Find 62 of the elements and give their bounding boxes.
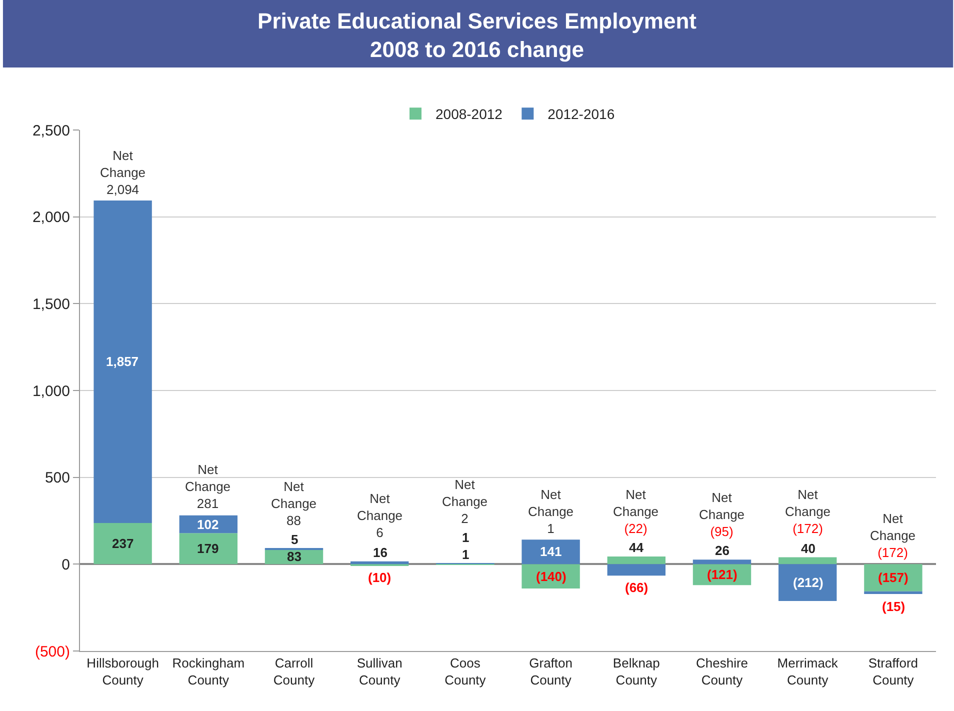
x-tick-label: Coos County [444, 656, 486, 688]
data-label: (121) [707, 567, 738, 582]
y-tick-label: (500) [34, 643, 70, 660]
y-tick-label: 2,500 [32, 122, 70, 140]
data-label: (212) [793, 575, 824, 590]
bar [692, 560, 752, 564]
data-label: 5 [291, 532, 298, 547]
total-label: Net Change (172) [785, 487, 831, 536]
bar [778, 564, 837, 601]
total-label: Net Change 281 [185, 462, 231, 511]
total-label: Net Change 2,094 [100, 148, 146, 197]
x-tick-label: Carroll County [273, 656, 316, 688]
x-tick-label: Merrimack County [777, 656, 838, 688]
x-tick-label: Strafford County [868, 656, 918, 688]
data-label: 179 [197, 541, 219, 556]
legend-label: 2012-2016 [548, 106, 615, 122]
bar [522, 540, 580, 564]
total-label: Net Change 2 [442, 477, 488, 526]
bar [864, 591, 922, 594]
data-label: 16 [373, 545, 388, 560]
total-label: Net Change (95) [699, 490, 745, 539]
bar [94, 200, 152, 524]
legend-label: 2008-2012 [436, 106, 503, 122]
bar [179, 533, 238, 564]
x-tick-label: Sullivan County [356, 656, 402, 688]
x-tick-label: Grafton County [529, 656, 572, 688]
x-tick-label: Rockingham County [172, 656, 245, 688]
data-label: 1,857 [106, 354, 139, 369]
data-label: 237 [112, 536, 134, 551]
total-label: Net Change (172) [870, 511, 916, 560]
data-label: (157) [878, 570, 908, 585]
data-label: (10) [368, 570, 392, 585]
total-label: Net Change 6 [357, 491, 403, 540]
y-tick-label: 500 [44, 470, 70, 487]
bar [607, 556, 666, 564]
bar [350, 561, 409, 564]
data-label: 102 [197, 517, 219, 532]
data-label: 1 [462, 530, 470, 545]
total-label: Net Change 1 [528, 487, 574, 536]
bar [94, 523, 152, 564]
y-tick-label: 1,000 [32, 382, 70, 400]
total-label: Net Change 88 [271, 479, 317, 528]
bar [864, 564, 922, 592]
data-label: 141 [540, 544, 562, 559]
data-label: (15) [882, 599, 906, 614]
data-label: (140) [536, 569, 566, 584]
bar [778, 557, 837, 564]
x-tick-label: Cheshire County [696, 656, 748, 688]
x-tick-label: Belknap County [612, 656, 660, 688]
data-label: 26 [715, 543, 730, 558]
data-label: 44 [629, 540, 644, 555]
data-label: 83 [287, 549, 302, 564]
data-label: 40 [801, 541, 816, 556]
total-label: Net Change (22) [613, 487, 659, 536]
y-tick-label: 0 [62, 556, 70, 574]
data-label: (66) [625, 580, 648, 595]
x-tick-label: Hillsborough County [86, 656, 159, 688]
bar [607, 564, 666, 576]
data-label: 1 [462, 547, 470, 562]
y-tick-label: 2,000 [32, 209, 70, 226]
chart-title: Private Educational Services Employment 2008 to 2016 change [258, 8, 698, 62]
y-tick-label: 1,500 [32, 296, 70, 313]
